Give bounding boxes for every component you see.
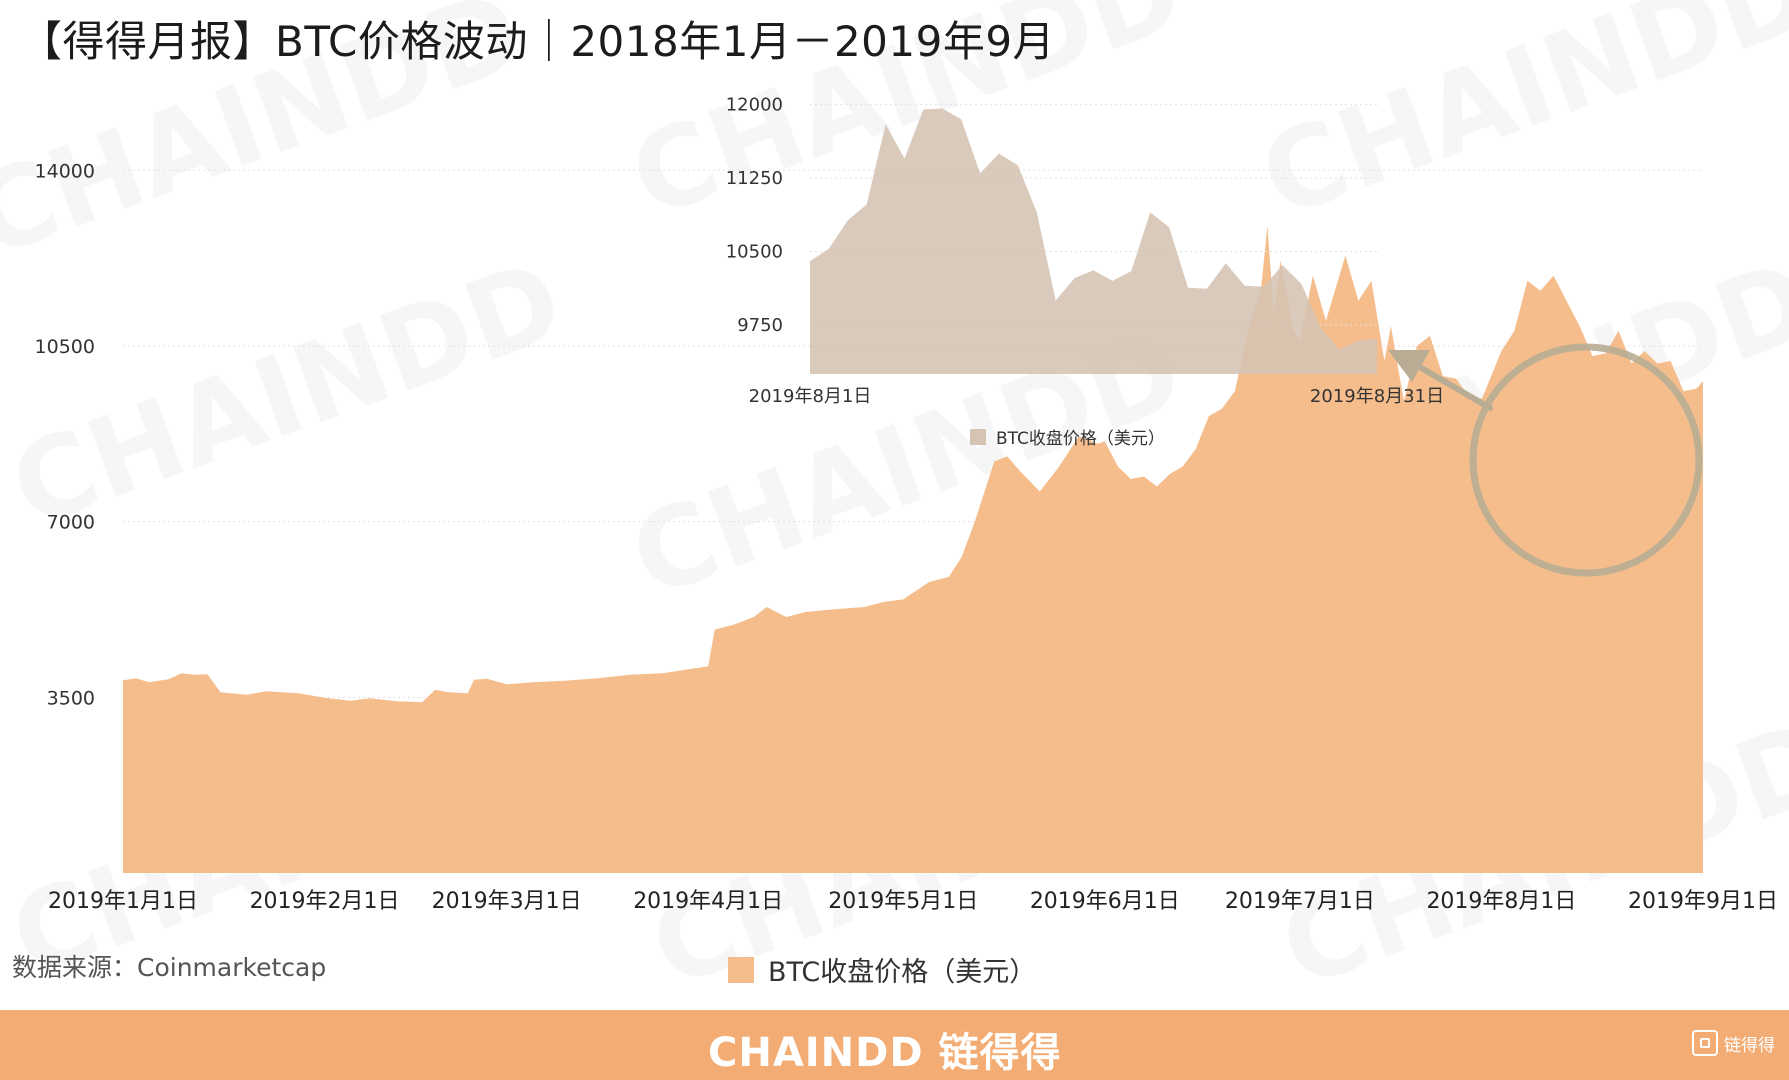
- main-x-tick-label: 2019年2月1日: [250, 889, 400, 914]
- footer-logo-text: 链得得: [1724, 1035, 1775, 1056]
- inset-x-tick-label: 2019年8月31日: [1310, 386, 1444, 407]
- inset-x-tick-label: 2019年8月1日: [749, 386, 872, 407]
- main-y-tick-label: 7000: [47, 512, 95, 534]
- main-btc-area: [123, 225, 1703, 873]
- inset-x-axis-ticks: 2019年8月1日 2019年8月31日: [749, 386, 1444, 407]
- main-x-tick-label: 2019年6月1日: [1030, 889, 1180, 914]
- data-source-note: 数据来源：Coinmarketcap: [12, 953, 327, 982]
- footer-logo: 链得得: [1692, 1030, 1775, 1056]
- footer-bar: CHAINDD 链得得 链得得: [0, 1010, 1789, 1080]
- inset-y-axis-ticks: 9750 10500 11250 12000: [726, 95, 783, 336]
- main-y-tick-label: 3500: [47, 687, 95, 709]
- main-x-tick-label: 2019年5月1日: [828, 889, 978, 914]
- main-y-tick-label: 14000: [35, 160, 95, 182]
- inset-y-tick-label: 12000: [726, 95, 783, 116]
- inset-y-tick-label: 10500: [726, 242, 783, 263]
- inset-legend: BTC收盘价格（美元）: [970, 424, 1165, 449]
- main-x-tick-label: 2019年4月1日: [633, 889, 783, 914]
- main-x-axis-ticks: 2019年1月1日 2019年2月1日 2019年3月1日 2019年4月1日 2019…: [48, 889, 1778, 914]
- main-y-tick-label: 10500: [35, 336, 95, 358]
- logo-icon: [1692, 1030, 1718, 1056]
- chart-title: 【得得月报】BTC价格波动｜2018年1月－2019年9月: [20, 17, 1056, 66]
- legend-label: BTC收盘价格（美元）: [768, 957, 1037, 988]
- inset-y-tick-label: 11250: [726, 168, 783, 189]
- inset-btc-area: [810, 108, 1377, 374]
- main-x-tick-label: 2019年7月1日: [1225, 889, 1375, 914]
- legend-swatch: [728, 956, 754, 983]
- main-y-axis-ticks: 3500 7000 10500 14000: [35, 160, 95, 709]
- inset-y-tick-label: 9750: [737, 315, 783, 336]
- main-x-tick-label: 2019年1月1日: [48, 889, 198, 914]
- inset-legend-label: BTC收盘价格（美元）: [996, 429, 1165, 449]
- inset-legend-swatch: [970, 428, 986, 445]
- main-x-tick-label: 2019年3月1日: [432, 889, 582, 914]
- main-legend: BTC收盘价格（美元）: [728, 950, 1036, 989]
- annotation-arrow: [1388, 350, 1493, 411]
- main-x-tick-label: 2019年9月1日: [1628, 889, 1778, 914]
- highlight-circle: [1469, 343, 1703, 577]
- footer-brand: CHAINDD 链得得: [708, 1030, 1062, 1076]
- main-x-tick-label: 2019年8月1日: [1426, 889, 1576, 914]
